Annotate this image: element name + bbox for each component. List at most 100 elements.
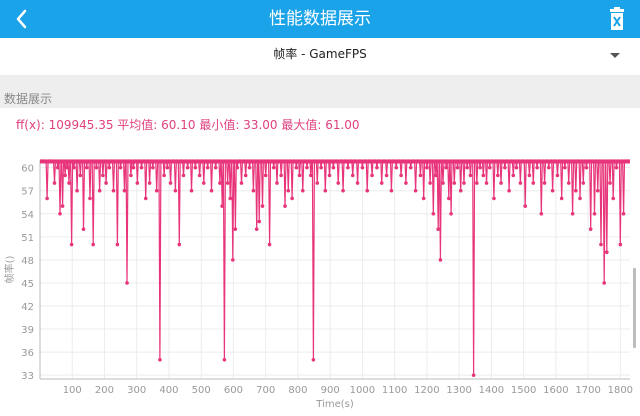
data-point	[218, 181, 222, 185]
data-point	[151, 165, 155, 170]
data-point	[484, 181, 489, 185]
data-point	[499, 181, 503, 185]
data-point	[475, 181, 479, 185]
fps-line	[40, 159, 630, 376]
data-point	[107, 165, 112, 170]
data-point	[254, 227, 259, 231]
x-axis-label: Time(s)	[315, 399, 354, 410]
data-point	[233, 227, 238, 231]
data-point	[523, 204, 528, 208]
data-point	[193, 165, 198, 170]
data-point	[360, 165, 365, 170]
data-point	[173, 188, 178, 193]
data-point	[436, 227, 440, 231]
y-tick-label: 39	[21, 325, 34, 336]
data-point	[97, 188, 102, 193]
data-point	[514, 165, 519, 170]
data-point	[413, 188, 418, 193]
data-point	[434, 173, 438, 178]
data-point	[452, 181, 457, 185]
data-point	[81, 227, 86, 231]
data-point	[60, 204, 65, 208]
x-tick-label: 300	[127, 385, 146, 396]
data-point	[139, 165, 144, 170]
data-point	[438, 258, 443, 262]
data-point	[63, 173, 67, 178]
data-point	[243, 173, 248, 178]
x-tick-label: 1000	[350, 385, 375, 396]
data-point	[468, 173, 473, 178]
data-point	[267, 242, 272, 247]
y-tick-label: 54	[21, 210, 34, 221]
data-point	[147, 181, 152, 185]
x-tick-label: 1600	[543, 385, 568, 396]
x-tick-label: 1800	[608, 385, 633, 396]
data-point	[69, 242, 74, 247]
dropdown-triangle-icon[interactable]	[608, 50, 622, 60]
data-point	[168, 181, 173, 185]
back-arrow-icon[interactable]	[10, 4, 36, 34]
x-tick-label: 1400	[479, 385, 504, 396]
data-point	[555, 173, 560, 178]
data-point	[331, 165, 336, 170]
data-point	[379, 181, 384, 185]
data-point	[300, 188, 305, 193]
data-point	[115, 242, 120, 247]
data-point	[599, 242, 603, 247]
metric-selector[interactable]: 帧率 - GameFPS	[0, 38, 640, 75]
data-point	[260, 204, 265, 208]
data-point	[578, 196, 582, 201]
data-point	[309, 173, 313, 178]
data-point	[239, 181, 244, 185]
scrollbar-thumb	[633, 268, 636, 348]
data-point	[370, 173, 374, 178]
data-point	[165, 165, 170, 170]
y-tick-label: 45	[21, 279, 34, 290]
data-point	[394, 165, 399, 170]
data-point	[91, 242, 95, 247]
data-point	[275, 181, 279, 185]
data-point	[271, 165, 276, 170]
data-point	[614, 165, 619, 170]
data-point	[72, 165, 76, 170]
y-tick-label: 51	[21, 233, 34, 244]
data-point	[158, 357, 162, 362]
data-point	[535, 165, 539, 170]
data-point	[205, 165, 210, 170]
data-point	[122, 188, 127, 193]
data-point	[222, 357, 227, 362]
y-tick-label: 33	[21, 371, 34, 382]
data-point	[55, 165, 60, 170]
data-point	[574, 188, 578, 193]
app-bar: 性能数据展示	[0, 0, 640, 38]
data-point	[355, 181, 360, 185]
y-tick-label: 42	[21, 302, 34, 313]
data-point	[350, 173, 355, 178]
data-point	[563, 165, 567, 170]
data-point	[503, 165, 507, 170]
data-point	[389, 188, 394, 193]
x-tick-label: 500	[192, 385, 211, 396]
data-point	[323, 188, 328, 193]
x-tick-label: 900	[321, 385, 340, 396]
page-title: 性能数据展示	[269, 9, 371, 29]
data-point	[311, 357, 316, 362]
data-point	[88, 196, 92, 201]
data-point	[481, 173, 486, 178]
x-tick-label: 400	[159, 385, 178, 396]
data-point	[465, 165, 469, 170]
data-point	[247, 165, 252, 170]
y-axis-label: 帧率()	[3, 256, 16, 284]
trash-icon[interactable]	[604, 6, 630, 32]
data-point	[384, 173, 389, 178]
data-point	[546, 165, 551, 170]
data-point	[428, 181, 432, 185]
data-point	[527, 173, 532, 178]
data-point	[550, 188, 555, 193]
data-point	[478, 165, 482, 170]
data-point	[559, 196, 564, 201]
data-point	[143, 196, 148, 201]
data-point	[111, 188, 116, 193]
y-tick-label: 57	[21, 187, 34, 198]
data-point	[346, 165, 350, 170]
